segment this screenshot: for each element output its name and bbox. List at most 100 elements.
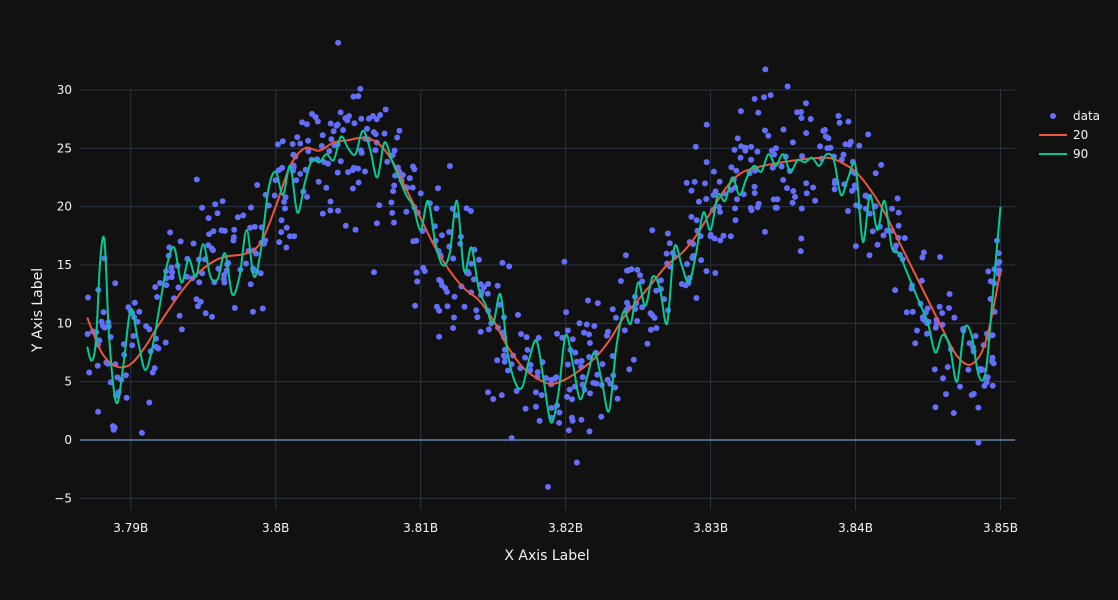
- data-point: [435, 185, 441, 192]
- data-point: [169, 269, 176, 276]
- data-point: [572, 349, 579, 356]
- data-point: [390, 219, 397, 226]
- data-point: [727, 233, 734, 240]
- x-tick-label: 3.79B: [113, 521, 148, 535]
- data-point: [501, 358, 508, 365]
- x-tick-label: 3.81B: [403, 521, 438, 535]
- legend-item-90[interactable]: 90: [1039, 147, 1088, 161]
- data-point: [153, 343, 159, 350]
- data-point: [647, 326, 654, 333]
- data-point: [869, 228, 876, 235]
- data-point: [168, 274, 175, 281]
- data-point: [564, 393, 570, 400]
- data-point: [614, 395, 621, 402]
- data-point: [767, 92, 774, 99]
- data-point: [576, 320, 583, 327]
- data-point: [337, 109, 344, 116]
- data-point: [924, 330, 930, 337]
- data-point: [772, 204, 779, 211]
- data-point: [470, 276, 477, 283]
- data-point: [130, 333, 137, 339]
- data-point: [314, 118, 321, 125]
- data-point: [895, 222, 902, 229]
- data-point: [825, 135, 832, 142]
- data-point: [943, 391, 949, 398]
- data-point: [831, 186, 838, 193]
- data-point: [498, 392, 505, 399]
- data-point: [683, 179, 690, 186]
- data-point: [490, 396, 497, 402]
- data-point: [450, 255, 457, 262]
- data-point: [778, 163, 785, 170]
- data-point: [748, 143, 755, 150]
- data-point: [554, 330, 560, 337]
- data-point: [476, 256, 482, 263]
- data-point: [856, 142, 863, 149]
- data-point: [663, 250, 670, 257]
- data-point: [205, 242, 212, 249]
- data-point: [494, 357, 501, 364]
- legend[interactable]: data 20 90: [1039, 109, 1100, 161]
- data-point: [770, 196, 777, 203]
- data-point: [508, 435, 515, 441]
- data-point: [335, 207, 341, 214]
- data-point: [373, 220, 380, 227]
- data-point: [349, 167, 356, 174]
- data-point: [451, 314, 457, 321]
- data-point: [940, 375, 946, 382]
- data-point: [573, 358, 580, 365]
- data-point: [364, 125, 370, 132]
- data-point: [352, 226, 359, 233]
- legend-label: data: [1073, 109, 1100, 123]
- data-point: [920, 316, 927, 323]
- data-point: [312, 114, 319, 120]
- data-point: [254, 182, 261, 188]
- legend-item-data[interactable]: data: [1050, 109, 1100, 123]
- data-point: [433, 205, 440, 212]
- data-point: [874, 241, 881, 248]
- data-point: [406, 175, 413, 182]
- data-point: [372, 147, 379, 154]
- data-point: [792, 193, 798, 200]
- data-point: [710, 192, 717, 198]
- legend-marker: [1050, 113, 1056, 119]
- data-point: [989, 382, 996, 389]
- data-point: [710, 168, 717, 175]
- data-point: [989, 358, 995, 365]
- data-point: [678, 281, 685, 287]
- data-point: [149, 369, 156, 376]
- data-point: [523, 334, 530, 341]
- data-point: [803, 180, 810, 187]
- data-point: [556, 419, 563, 426]
- data-point: [412, 302, 419, 309]
- data-point: [569, 336, 576, 343]
- data-point: [286, 233, 293, 240]
- data-point: [485, 389, 491, 396]
- data-point: [637, 272, 643, 279]
- data-point: [451, 293, 458, 300]
- data-point: [569, 396, 576, 403]
- data-point: [439, 232, 445, 239]
- data-point: [303, 121, 310, 128]
- data-point: [275, 167, 282, 174]
- data-point: [939, 310, 946, 316]
- data-point: [798, 115, 805, 121]
- legend-item-20[interactable]: 20: [1039, 128, 1088, 142]
- data-point: [202, 310, 209, 317]
- data-point: [789, 199, 796, 206]
- data-point: [983, 379, 990, 386]
- data-point: [780, 176, 787, 183]
- data-point: [162, 339, 169, 346]
- data-point: [538, 392, 545, 399]
- data-point: [644, 340, 651, 347]
- data-point: [817, 143, 824, 150]
- data-point: [123, 394, 130, 401]
- data-point: [624, 299, 630, 306]
- data-point: [484, 290, 491, 297]
- data-point: [553, 374, 560, 381]
- x-axis-title: X Axis Label: [504, 548, 589, 564]
- data-point: [391, 147, 398, 154]
- data-point: [345, 169, 352, 176]
- data-point: [282, 205, 288, 212]
- data-point: [377, 112, 384, 118]
